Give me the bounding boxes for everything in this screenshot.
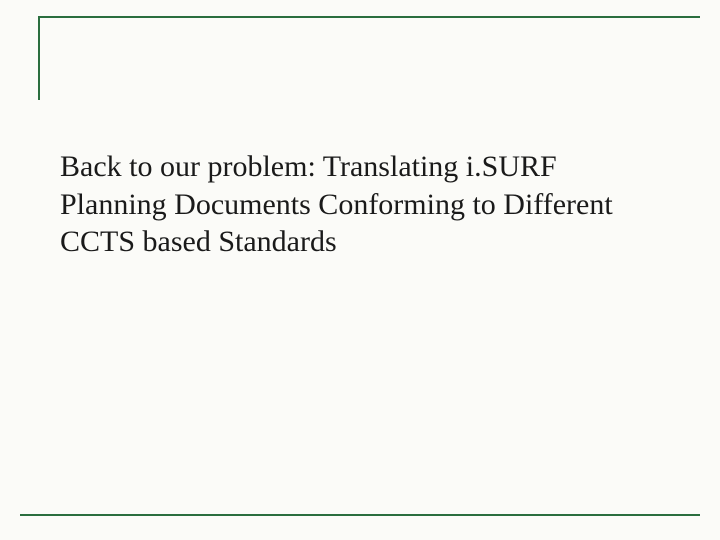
bottom-border-rule bbox=[20, 514, 700, 516]
top-border-rule bbox=[38, 16, 700, 18]
left-border-tick bbox=[38, 16, 40, 100]
slide-title: Back to our problem: Translating i.SURF … bbox=[60, 148, 660, 261]
